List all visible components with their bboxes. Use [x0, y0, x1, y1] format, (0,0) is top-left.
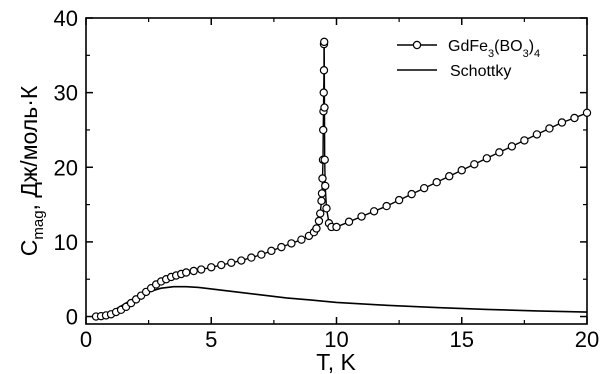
gdfe-point [332, 222, 341, 232]
gdfe-point [321, 181, 330, 191]
gdfe-point [394, 195, 404, 205]
gdfe-point [207, 263, 216, 272]
gdfe-point [277, 242, 286, 252]
gdfe-point [445, 172, 454, 181]
gdfe-point [545, 124, 554, 133]
gdfe-point [287, 239, 296, 248]
gdfe-point [419, 183, 429, 193]
y-axis-title-main: C [16, 240, 42, 257]
gdfe-point [520, 136, 529, 145]
gdfe-point [227, 258, 236, 267]
y-axis-title-rest: , Дж/моль·К [16, 85, 42, 210]
gdfe-point [495, 148, 504, 157]
gdfe-point [319, 125, 328, 135]
schottky-line [93, 285, 588, 318]
gdfe-series [91, 37, 592, 321]
y-axis-title: Cmag, Дж/моль·К [16, 85, 47, 256]
gdfe-point [320, 37, 329, 47]
gdfe-point [320, 103, 329, 112]
gdfe-point [319, 88, 328, 97]
gdfe-point [407, 189, 416, 199]
gdfe-point [457, 166, 466, 175]
axis-ticks: 0 5 10 15 20 0 10 20 30 40 [54, 6, 600, 352]
x-axis-title: T, K [316, 349, 356, 374]
gdfe-point [197, 265, 206, 274]
gdfe-point [316, 209, 325, 218]
gdfe-point [317, 196, 326, 206]
y-tick-label: 20 [54, 155, 78, 180]
x-tick-label: 10 [324, 327, 348, 352]
gdfe-point [312, 224, 321, 233]
x-tick-label: 5 [205, 327, 217, 352]
gdfe-point [319, 66, 329, 75]
legend-gdfe-subscript: 4 [534, 48, 540, 60]
gdfe-point [217, 260, 226, 270]
gdfe-point [432, 177, 441, 187]
gdfe-point [314, 216, 324, 226]
legend-gdfe-text: (BO [494, 38, 522, 55]
legend-gdfe-subscript: 3 [523, 48, 529, 60]
legend-gdfe-text: ) [529, 38, 534, 55]
y-tick-label: 40 [54, 6, 78, 31]
legend-schottky-label: Schottky [450, 63, 511, 80]
gdfe-point [318, 174, 327, 183]
gdfe-point [482, 154, 491, 163]
legend-gdfe-text: GdFe [448, 38, 488, 55]
gdfe-point [237, 256, 246, 265]
gdfe-point [470, 160, 479, 169]
x-tick-label: 15 [450, 327, 474, 352]
gdfe-point [181, 268, 191, 277]
schottky-series [93, 285, 588, 318]
gdfe-point [247, 253, 256, 262]
gdfe-point [582, 108, 592, 117]
svg-text:Cmag, Дж/моль·К: Cmag, Дж/моль·К [16, 85, 47, 256]
x-tick-label: 0 [80, 327, 92, 352]
gdfe-point [344, 217, 354, 226]
y-axis-title-subscript: mag [30, 210, 47, 239]
y-tick-label: 10 [54, 230, 78, 255]
y-tick-label: 30 [54, 81, 78, 106]
gdfe-point [382, 201, 391, 211]
gdfe-point [189, 266, 198, 276]
gdfe-point [320, 155, 329, 165]
legend-gdfe-marker [412, 40, 422, 50]
gdfe-point [257, 250, 266, 259]
gdfe-point [267, 246, 276, 256]
gdfe-point [570, 113, 579, 123]
legend-gdfe-subscript: 3 [488, 48, 494, 60]
gdfe-point [557, 118, 567, 127]
gdfe-point [369, 207, 379, 216]
gdfe-point [322, 204, 331, 213]
legend-gdfe-label: GdFe3(BO3)4 [448, 38, 540, 60]
gdfe-point [532, 130, 542, 139]
gdfe-point [507, 142, 517, 151]
gdfe-point [357, 212, 366, 221]
y-tick-label: 0 [66, 305, 78, 330]
gdfe-point [297, 235, 306, 244]
x-tick-label: 20 [575, 327, 599, 352]
gdfe-point [317, 189, 327, 198]
